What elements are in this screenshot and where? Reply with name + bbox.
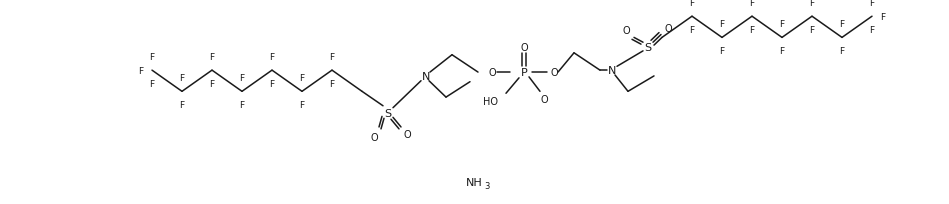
Text: O: O [488,68,495,78]
Text: N: N [421,72,430,82]
Text: NH: NH [466,177,482,187]
Text: O: O [540,95,548,104]
Text: F: F [750,0,754,8]
Text: F: F [869,0,875,8]
Text: F: F [779,47,785,56]
Text: F: F [750,26,754,35]
Text: F: F [809,0,814,8]
Text: O: O [623,26,630,35]
Text: HO: HO [483,96,498,106]
Text: F: F [719,47,725,56]
Text: F: F [210,53,214,62]
Text: S: S [644,43,652,53]
Text: F: F [329,53,335,62]
Text: F: F [139,66,143,75]
Text: F: F [149,53,155,62]
Text: F: F [719,20,725,29]
Text: F: F [689,0,695,8]
Text: O: O [520,43,528,53]
Text: F: F [881,13,885,22]
Text: F: F [210,80,214,89]
Text: F: F [239,101,245,110]
Text: F: F [689,26,695,35]
Text: F: F [840,47,845,56]
Text: F: F [149,80,155,89]
Text: O: O [403,129,411,139]
Text: F: F [809,26,814,35]
Text: F: F [329,80,335,89]
Text: F: F [779,20,785,29]
Text: F: F [840,20,845,29]
Text: F: F [300,101,305,110]
Text: F: F [179,101,184,110]
Text: O: O [370,132,378,142]
Text: F: F [270,80,274,89]
Text: N: N [607,66,616,76]
Text: S: S [384,108,392,118]
Text: F: F [179,74,184,83]
Text: F: F [300,74,305,83]
Text: F: F [270,53,274,62]
Text: F: F [869,26,875,35]
Text: O: O [550,68,558,78]
Text: F: F [239,74,245,83]
Text: O: O [664,24,672,34]
Text: P: P [521,68,528,78]
Text: 3: 3 [484,181,490,190]
